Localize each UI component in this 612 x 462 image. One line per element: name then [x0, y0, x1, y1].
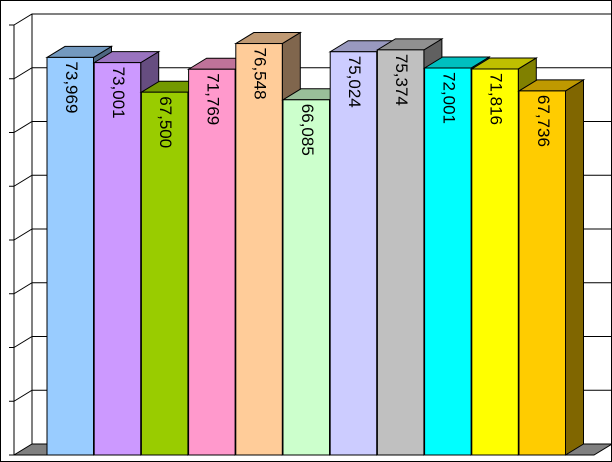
value-label: 67,500: [156, 96, 175, 148]
bar-front: [518, 90, 566, 456]
value-label: 75,374: [392, 54, 411, 106]
bar-front: [140, 91, 189, 456]
value-label: 72,001: [439, 72, 458, 124]
grid-line: [13, 13, 612, 26]
value-label: 66,085: [298, 104, 317, 156]
bar: [517, 79, 586, 456]
bar-front: [235, 43, 283, 456]
bar-front: [46, 56, 94, 456]
bar-front: [329, 51, 378, 456]
value-label: 71,816: [487, 73, 506, 125]
bar-front: [282, 99, 330, 456]
bar-side: [565, 79, 584, 456]
value-label: 75,024: [345, 56, 364, 108]
bar-front: [376, 49, 425, 456]
bar-front: [188, 68, 236, 456]
value-label: 76,548: [251, 48, 270, 100]
value-label: 71,769: [203, 73, 222, 125]
bar-front: [471, 68, 519, 456]
bar-front: [93, 62, 142, 456]
value-label: 73,001: [109, 67, 128, 119]
value-label: 73,969: [62, 61, 81, 113]
bar-front: [424, 67, 472, 456]
value-label: 67,736: [534, 95, 553, 147]
